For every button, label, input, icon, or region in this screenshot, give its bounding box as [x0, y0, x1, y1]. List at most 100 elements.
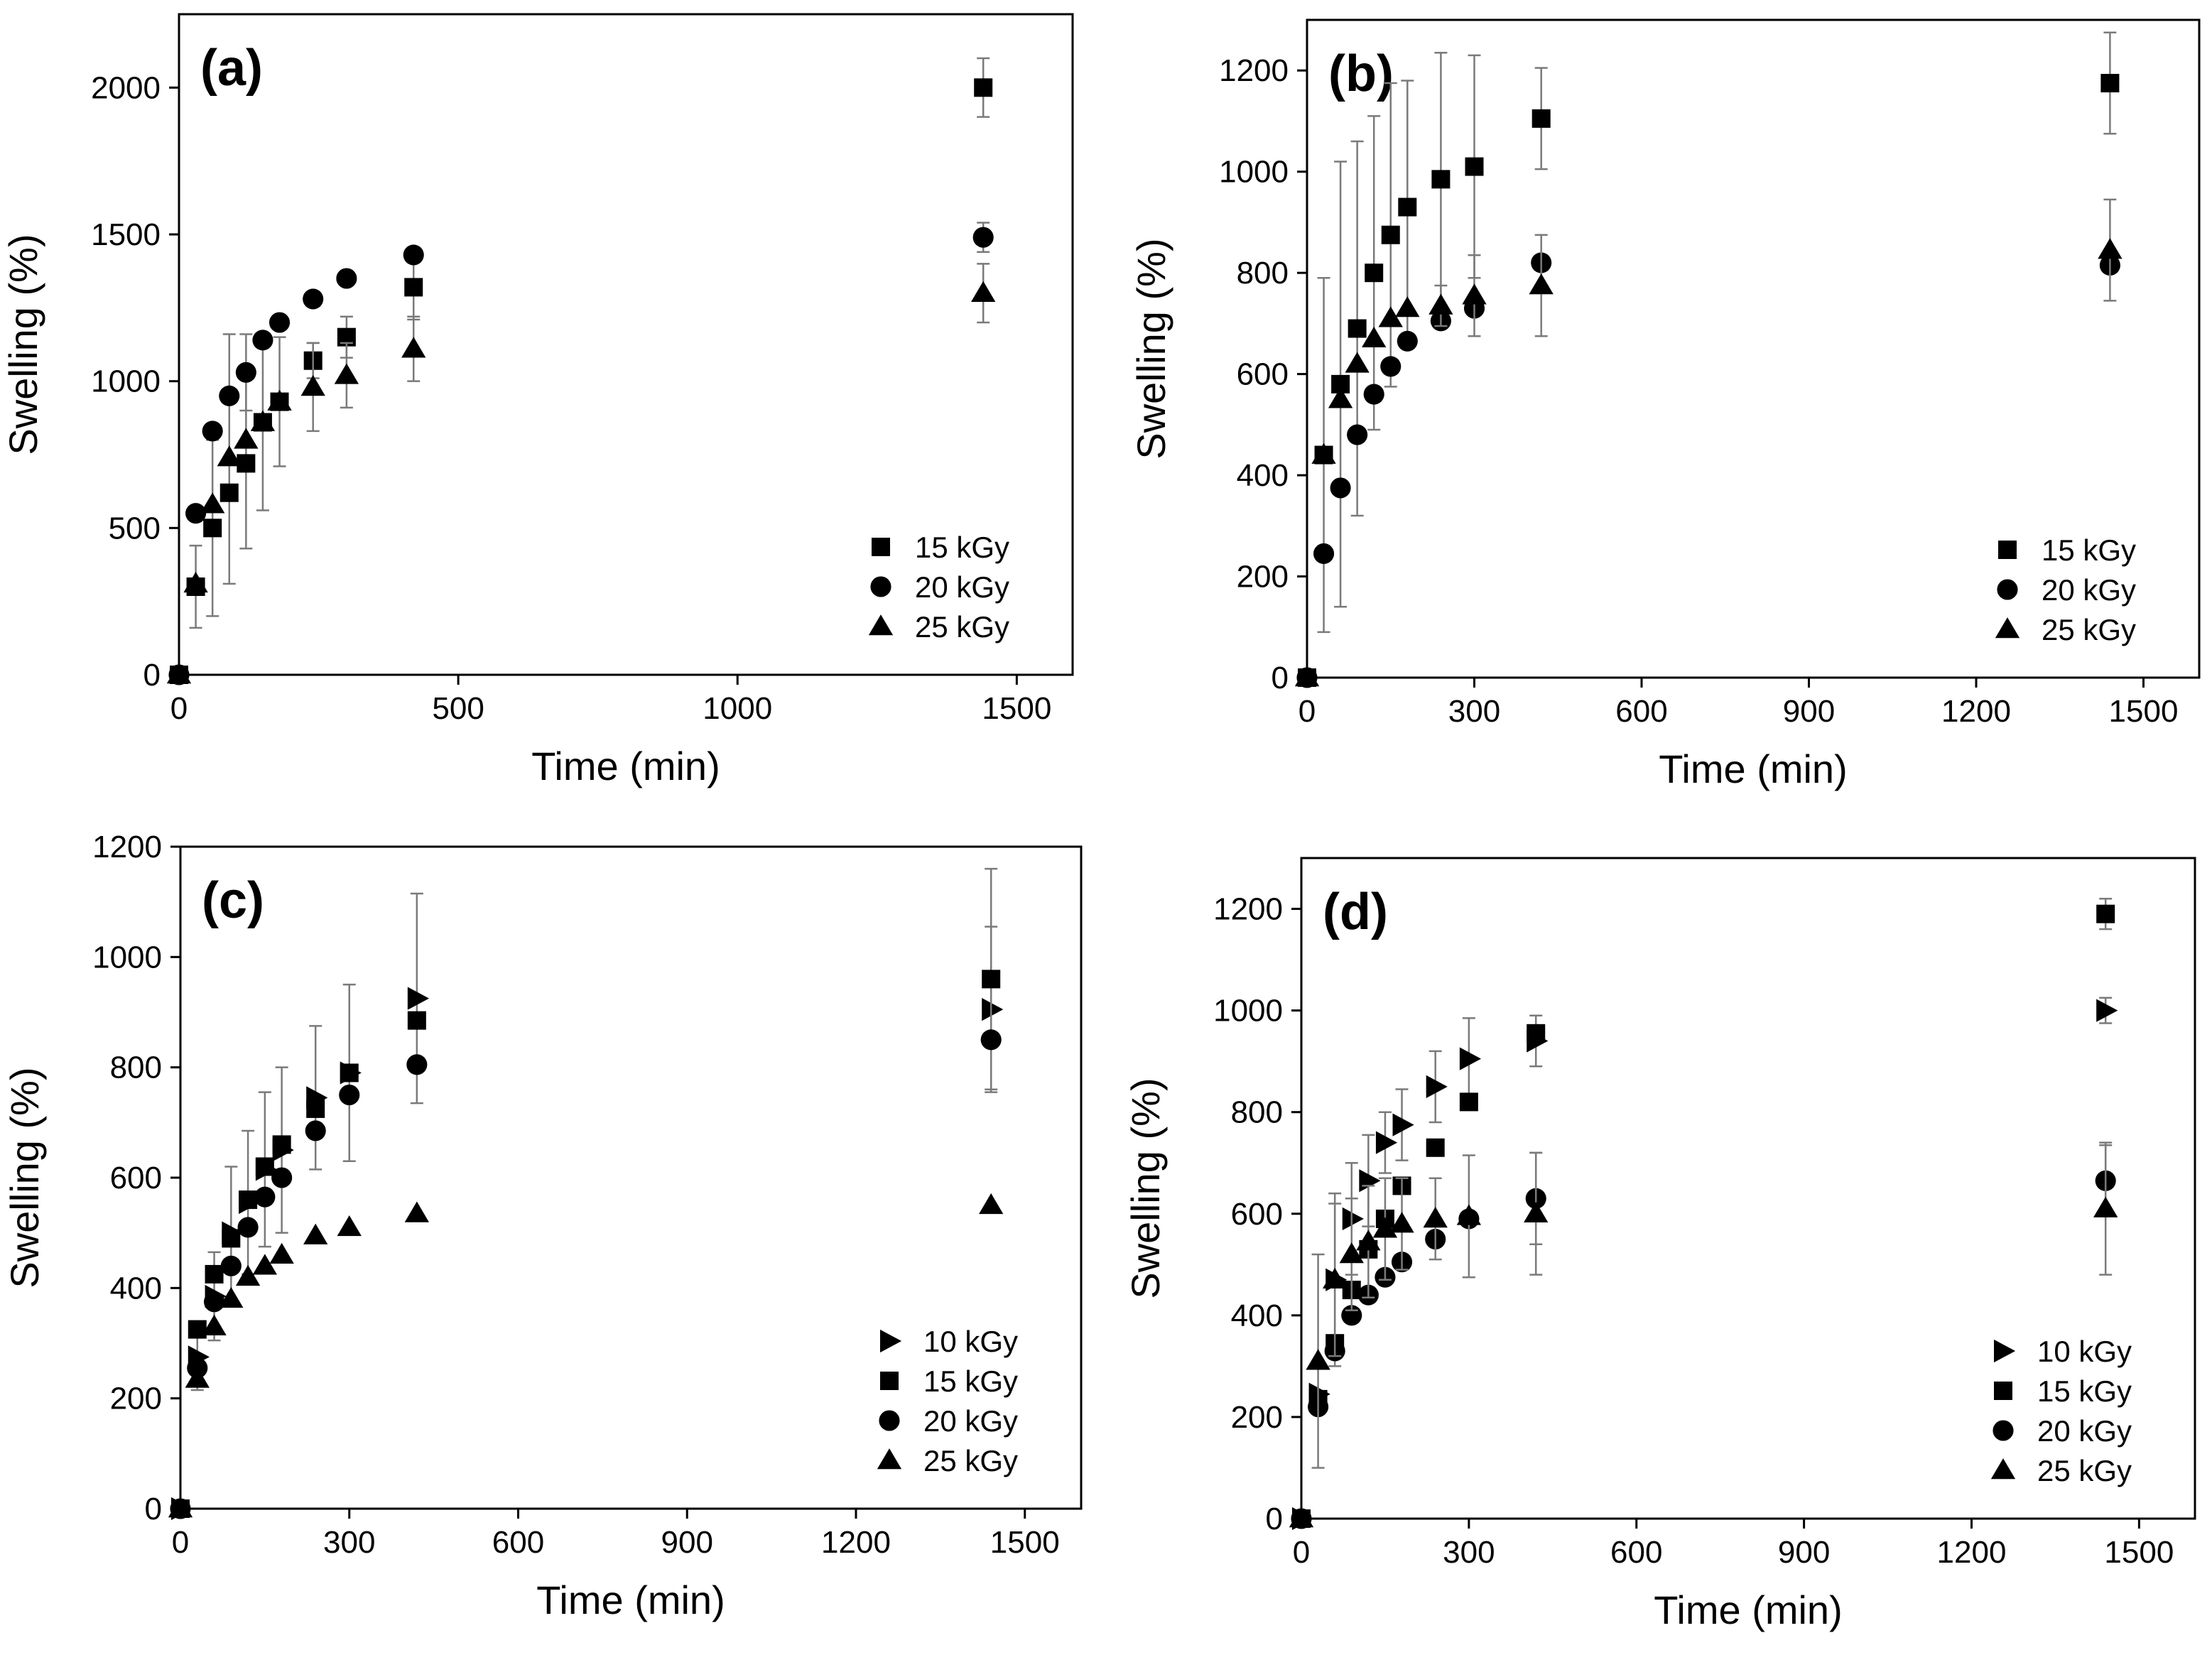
data-point — [203, 519, 222, 538]
data-point — [1323, 1267, 1348, 1289]
legend-marker — [1997, 579, 2018, 600]
data-point — [267, 389, 292, 411]
data-point — [271, 1167, 293, 1188]
data-point — [340, 1063, 359, 1082]
data-point — [1459, 1092, 1478, 1112]
plot-frame — [1306, 18, 2201, 679]
data-point — [1426, 1075, 1448, 1099]
plot-frame — [178, 13, 1074, 676]
data-point — [269, 1242, 294, 1264]
data-point — [1392, 1113, 1414, 1136]
y-tick-label: 400 — [1237, 458, 1289, 493]
y-tick-label: 1000 — [91, 364, 161, 399]
x-tick-label: 0 — [1293, 1535, 1310, 1570]
legend-label: 25 kGy — [923, 1444, 1018, 1477]
x-tick-label: 1500 — [2104, 1535, 2174, 1570]
data-point — [1459, 1047, 1482, 1070]
legend-label: 20 kGy — [2037, 1414, 2132, 1448]
legend-marker — [880, 1329, 902, 1353]
data-point — [200, 492, 225, 514]
legend-label: 20 kGy — [915, 570, 1009, 604]
data-point — [2100, 74, 2120, 93]
y-tick-label: 1000 — [1219, 155, 1289, 190]
legend-marker — [1995, 617, 2020, 639]
data-point — [254, 1186, 276, 1208]
y-axis-title: Swelling (%) — [1129, 238, 1173, 459]
data-point — [407, 987, 430, 1010]
legend: 10 kGy 15 kGy 20 kGy 25 kGy — [1990, 1335, 2132, 1487]
y-tick-label: 800 — [110, 1051, 162, 1085]
legend-marker — [1998, 541, 2017, 559]
data-point — [1431, 170, 1451, 189]
data-point — [972, 227, 994, 248]
x-tick-label: 0 — [172, 1525, 189, 1560]
data-point — [168, 1497, 193, 1518]
data-point — [1342, 1207, 1364, 1231]
data-point — [1365, 264, 1384, 283]
y-tick-label: 500 — [109, 511, 161, 546]
data-point — [220, 1255, 242, 1276]
chart-panel-1: 0 500 1000 1500 0 500 1000 1500 2000 Time (min) Sw… — [1, 13, 1074, 788]
data-point — [239, 1190, 258, 1210]
y-tick-label: 0 — [1266, 1502, 1283, 1536]
series-20-kgy — [1296, 252, 2120, 688]
data-point — [403, 244, 424, 266]
data-point — [183, 571, 208, 593]
y-axis-title: Swelling (%) — [2, 1067, 47, 1288]
legend-marker — [872, 538, 890, 556]
data-point — [237, 1217, 259, 1238]
series-20-kgy — [1291, 1144, 2116, 1529]
data-point — [1375, 1131, 1398, 1154]
data-point — [1313, 543, 1335, 565]
panel-label: (d) — [1323, 884, 1388, 940]
legend-label: 20 kGy — [2042, 573, 2136, 607]
data-point — [234, 428, 259, 449]
data-point — [1380, 356, 1402, 377]
series-15-kgy — [171, 867, 1001, 1518]
data-point — [203, 1291, 225, 1313]
y-tick-label: 400 — [110, 1271, 162, 1306]
data-point — [202, 420, 223, 442]
y-tick-label: 1000 — [1213, 994, 1283, 1029]
y-tick-label: 0 — [1272, 661, 1289, 695]
y-tick-label: 400 — [1231, 1298, 1283, 1333]
legend-marker — [1994, 1382, 2012, 1400]
data-point — [404, 278, 423, 297]
y-tick-label: 0 — [145, 1492, 162, 1526]
y-tick-label: 600 — [110, 1161, 162, 1195]
legend-marker — [1990, 1458, 2016, 1480]
legend-marker — [1993, 1420, 2014, 1441]
data-point — [1294, 666, 1320, 687]
x-axis-title: Time (min) — [531, 744, 720, 788]
data-point — [1362, 326, 1387, 348]
data-point — [1339, 1242, 1364, 1264]
y-tick-label: 200 — [1237, 560, 1289, 595]
data-point — [1529, 273, 1554, 295]
series-15-kgy — [1292, 897, 2115, 1528]
data-point — [339, 1084, 360, 1106]
y-tick-label: 0 — [143, 658, 161, 693]
legend-label: 25 kGy — [915, 610, 1009, 644]
x-tick-label: 300 — [1448, 694, 1500, 729]
data-point — [1311, 443, 1336, 464]
data-point — [1395, 296, 1420, 318]
data-point — [1356, 1230, 1381, 1251]
data-point — [217, 445, 242, 467]
legend-marker — [879, 1410, 900, 1431]
data-point — [237, 454, 256, 473]
x-tick-label: 1200 — [821, 1525, 891, 1560]
chart-panel-2: 0 300 600 900 1200 1500 0 200 400 600 800 1000 1200 T… — [1129, 18, 2201, 791]
series-20-kgy — [168, 222, 994, 685]
y-tick-label: 800 — [1231, 1095, 1283, 1130]
y-tick-label: 800 — [1237, 256, 1289, 291]
series-10-kgy — [1292, 997, 2118, 1531]
data-point — [336, 268, 357, 289]
y-tick-label: 600 — [1237, 357, 1289, 392]
x-tick-label: 900 — [1783, 694, 1835, 729]
panel-label: (b) — [1328, 45, 1394, 102]
series-25-kgy — [166, 263, 996, 684]
legend-label: 10 kGy — [923, 1325, 1018, 1358]
legend-label: 20 kGy — [923, 1404, 1018, 1438]
data-point — [219, 385, 240, 406]
y-tick-label: 200 — [1231, 1400, 1283, 1435]
